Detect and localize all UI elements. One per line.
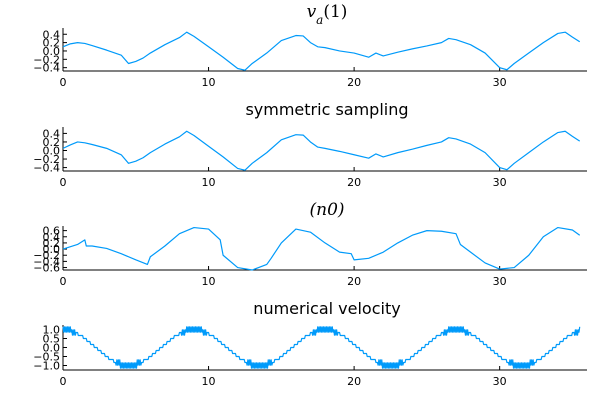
subplot-2: symmetric sampling 0 10 20 30 0.40.20.0−0.2−0… xyxy=(33,100,587,189)
x-tick-label: 0 xyxy=(60,176,67,189)
subplot-4: numerical velocity 0 10 20 30 1.00.50.0−0.5−1… xyxy=(33,299,587,388)
y-tick-label: 0.0 xyxy=(43,342,61,355)
y-tick-label: 0.2 xyxy=(43,37,61,50)
x-tick-label: 10 xyxy=(202,275,216,288)
subplot-1: va(1) 0 10 20 30 0.40.20.0−0.2−0.4 xyxy=(33,2,587,89)
series-line xyxy=(62,326,581,369)
x-tick-label: 30 xyxy=(493,275,507,288)
x-tick-label: 0 xyxy=(60,275,67,288)
x-tick-label: 10 xyxy=(202,76,216,89)
y-tick-label: 0.2 xyxy=(43,237,61,250)
y-tick-label: −0.2 xyxy=(33,249,60,262)
y-tick-label: 0.2 xyxy=(43,136,61,149)
x-tick-label: 10 xyxy=(202,375,216,388)
y-tick-label: −0.4 xyxy=(33,62,60,75)
x-tick-label: 20 xyxy=(347,275,361,288)
y-tick-label: 0.0 xyxy=(43,243,61,256)
x-tick-label: 30 xyxy=(493,76,507,89)
y-tick-label: 0.0 xyxy=(43,45,61,58)
x-tick-label: 20 xyxy=(347,176,361,189)
y-tick-label: −0.2 xyxy=(33,53,60,66)
subplot-title: (n0) xyxy=(309,200,344,220)
y-tick-label: −0.2 xyxy=(33,153,60,166)
y-tick-label: 0.4 xyxy=(43,127,61,140)
y-tick-label: 1.0 xyxy=(43,324,61,337)
x-tick-label: 30 xyxy=(493,375,507,388)
subplot-title: symmetric sampling xyxy=(245,100,408,119)
x-tick-label: 0 xyxy=(60,375,67,388)
y-tick-label: −1.0 xyxy=(33,360,60,373)
y-tick-label: 0.0 xyxy=(43,144,61,157)
series-line xyxy=(62,130,581,171)
y-tick-label: 0.4 xyxy=(43,28,61,41)
y-tick-label: 0.5 xyxy=(43,333,61,346)
x-tick-label: 30 xyxy=(493,176,507,189)
series-line xyxy=(62,226,581,271)
subplot-3: (n0) 0 10 20 30 0.60.40.20.0−0.2−0.4−0.6 xyxy=(33,200,587,288)
y-tick-label: −0.4 xyxy=(33,255,60,268)
x-tick-label: 20 xyxy=(347,76,361,89)
y-tick-label: −0.6 xyxy=(33,262,60,275)
y-tick-label: 0.4 xyxy=(43,231,61,244)
y-tick-label: 0.6 xyxy=(43,225,61,238)
y-tick-label: −0.5 xyxy=(33,351,60,364)
subplot-title: va(1) xyxy=(307,2,348,27)
y-tick-label: −0.4 xyxy=(33,162,60,175)
x-tick-label: 10 xyxy=(202,176,216,189)
series-line xyxy=(62,31,581,71)
x-tick-label: 20 xyxy=(347,375,361,388)
subplot-title: numerical velocity xyxy=(253,299,400,318)
x-tick-label: 0 xyxy=(60,76,67,89)
